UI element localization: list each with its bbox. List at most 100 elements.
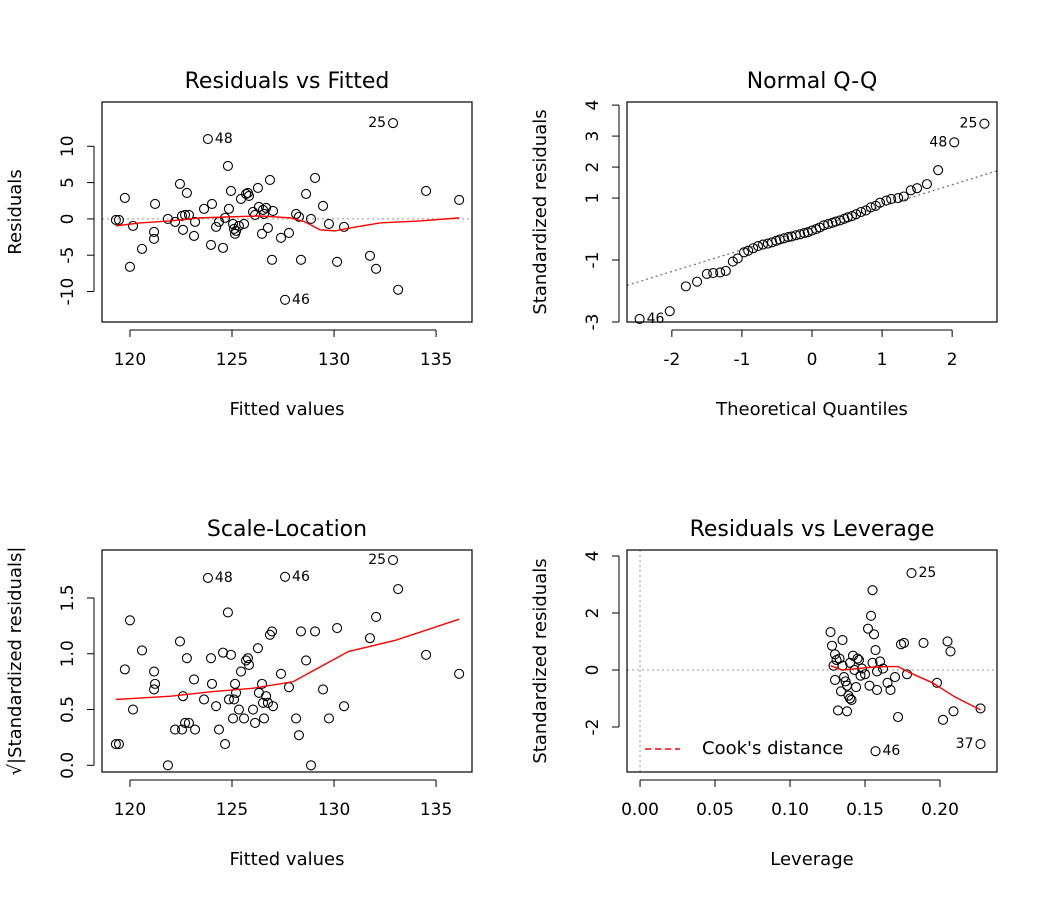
point bbox=[217, 242, 229, 253]
point-label: 46 bbox=[883, 743, 901, 759]
point-label: 46 bbox=[647, 311, 665, 327]
point bbox=[844, 693, 856, 704]
point bbox=[250, 717, 261, 728]
point-label: 25 bbox=[960, 116, 978, 132]
point bbox=[170, 216, 181, 227]
x-tick-label: 0.05 bbox=[696, 800, 734, 820]
point bbox=[885, 684, 896, 695]
point bbox=[835, 686, 847, 697]
point bbox=[881, 195, 892, 206]
point bbox=[898, 637, 910, 648]
x-tick-label: 0.00 bbox=[621, 800, 659, 820]
point bbox=[150, 198, 161, 209]
x-tick-label: 0.15 bbox=[846, 800, 884, 820]
point bbox=[124, 615, 136, 626]
point bbox=[148, 684, 160, 695]
point bbox=[280, 294, 291, 305]
point-label: 46 bbox=[292, 569, 310, 585]
point bbox=[211, 701, 222, 712]
point bbox=[823, 219, 834, 230]
y-tick-label: 2 bbox=[583, 162, 603, 173]
point bbox=[301, 655, 312, 666]
panel: Residuals vs Leverage Leverage Standardize… bbox=[530, 517, 998, 870]
point bbox=[795, 229, 806, 240]
x-tick-label: 125 bbox=[216, 350, 248, 370]
point bbox=[206, 198, 218, 209]
point bbox=[295, 254, 307, 265]
point bbox=[256, 228, 268, 239]
point bbox=[844, 657, 856, 668]
point bbox=[110, 739, 121, 750]
legend-label: Cook's distance bbox=[702, 738, 843, 759]
point-label: 37 bbox=[956, 736, 974, 752]
y-tick-label: -2 bbox=[583, 718, 603, 735]
point bbox=[948, 706, 959, 717]
point bbox=[867, 585, 878, 596]
point bbox=[323, 713, 334, 724]
point bbox=[860, 205, 872, 216]
y-tick-label: 0 bbox=[583, 665, 603, 676]
point bbox=[247, 704, 259, 715]
point bbox=[859, 669, 871, 680]
point bbox=[190, 724, 201, 735]
point bbox=[715, 267, 726, 278]
smooth-line bbox=[115, 215, 460, 232]
point bbox=[825, 627, 836, 638]
point bbox=[905, 185, 916, 196]
y-tick-label: 5 bbox=[58, 177, 78, 188]
x-tick-label: -2 bbox=[663, 350, 680, 370]
x-tick-label: 130 bbox=[318, 800, 350, 820]
point bbox=[291, 208, 302, 219]
point-label: 48 bbox=[215, 131, 233, 147]
x-tick-label: 2 bbox=[947, 350, 958, 370]
point bbox=[293, 211, 304, 222]
point bbox=[305, 760, 317, 771]
point bbox=[874, 656, 886, 667]
point-label: 46 bbox=[292, 292, 310, 308]
point bbox=[291, 713, 302, 724]
point bbox=[267, 205, 279, 216]
point bbox=[708, 267, 719, 279]
x-tick-label: 120 bbox=[114, 800, 146, 820]
point bbox=[257, 204, 269, 215]
y-tick-label: -10 bbox=[58, 278, 78, 306]
point bbox=[243, 190, 254, 202]
point bbox=[317, 684, 329, 695]
point bbox=[727, 256, 738, 267]
y-tick-label: 1.5 bbox=[58, 584, 78, 611]
x-axis-label: Fitted values bbox=[230, 399, 345, 420]
point bbox=[364, 633, 376, 644]
y-tick-label: -5 bbox=[58, 247, 78, 264]
smooth-line bbox=[830, 665, 981, 711]
point bbox=[174, 636, 186, 647]
x-tick-label: 1 bbox=[877, 350, 888, 370]
point bbox=[850, 682, 862, 693]
plot-frame bbox=[626, 101, 998, 323]
point bbox=[119, 664, 130, 675]
point bbox=[252, 643, 263, 654]
point bbox=[870, 644, 881, 656]
point-label: 48 bbox=[929, 134, 947, 150]
point bbox=[266, 254, 278, 265]
point bbox=[882, 677, 893, 688]
point bbox=[198, 203, 210, 214]
point bbox=[174, 178, 186, 190]
point bbox=[664, 306, 675, 317]
y-axis-label: Standardized residuals bbox=[530, 558, 551, 763]
plot-frame bbox=[101, 101, 473, 323]
point bbox=[225, 649, 237, 660]
point bbox=[338, 221, 350, 232]
point bbox=[198, 694, 210, 705]
x-tick-label: 0.10 bbox=[771, 800, 809, 820]
point bbox=[225, 185, 237, 196]
point bbox=[305, 213, 317, 224]
point bbox=[454, 194, 465, 205]
point bbox=[256, 678, 268, 689]
point bbox=[258, 208, 270, 219]
point bbox=[634, 313, 645, 324]
panel: Scale-Location Fitted values √|Standardize… bbox=[5, 517, 473, 870]
point bbox=[176, 724, 188, 735]
y-axis-label: √|Standardized residuals| bbox=[5, 547, 26, 776]
point bbox=[205, 239, 217, 250]
